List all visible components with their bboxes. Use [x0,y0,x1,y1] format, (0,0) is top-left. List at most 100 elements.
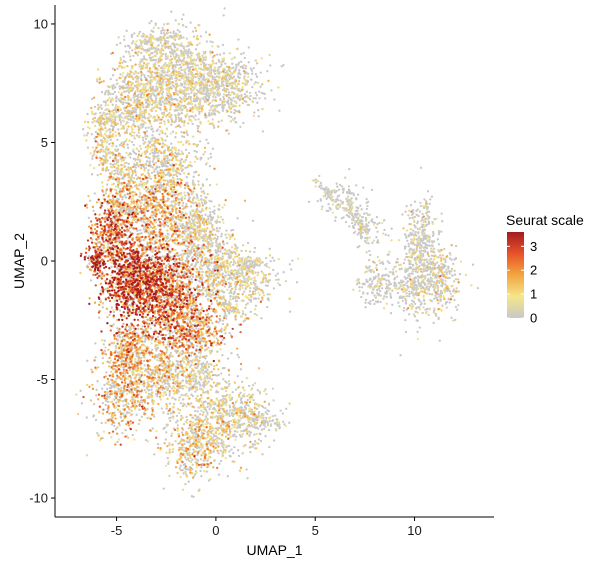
data-point [100,107,103,110]
data-point [101,306,104,309]
data-point [177,363,181,367]
data-point [196,459,200,462]
data-point [126,410,129,414]
data-point [265,256,268,260]
data-point [230,352,233,355]
data-point [141,325,144,328]
data-point [224,62,227,65]
data-point [167,171,170,174]
data-point [125,90,128,93]
data-point [140,74,143,77]
data-point [223,285,226,288]
data-point [223,87,226,90]
data-point [248,290,252,293]
data-point [267,298,270,302]
data-point [387,279,390,282]
data-point [295,281,299,284]
data-point [183,243,186,246]
data-point [112,385,115,388]
data-point [143,38,146,41]
data-point [124,45,127,48]
data-point [181,387,184,390]
data-point [226,357,230,360]
data-point [132,109,135,112]
data-point [124,50,128,53]
data-point [166,456,169,460]
data-point [237,454,241,458]
data-point [228,285,231,289]
data-point [375,215,379,219]
data-point [243,99,246,103]
data-point [220,63,223,66]
data-point [271,256,274,259]
data-point [259,85,262,88]
data-point [186,64,189,67]
data-point [96,380,99,383]
data-point [136,94,139,98]
data-point [244,67,247,70]
data-point [193,171,196,174]
data-point [180,414,183,418]
data-point [153,170,156,173]
data-point [148,56,152,59]
data-point [141,334,144,338]
data-point [187,248,190,251]
data-point [334,216,337,219]
data-point [198,381,201,384]
data-point [146,135,149,138]
data-point [180,111,183,115]
data-point [176,178,179,181]
data-point [252,66,255,70]
data-point [243,93,247,96]
data-point [150,19,153,23]
data-point [160,103,163,106]
data-point [362,212,366,215]
data-point [236,246,239,250]
data-point [164,74,168,77]
data-point [227,91,231,94]
data-point [178,30,181,33]
data-point [240,249,243,253]
data-point [195,327,198,330]
data-point [142,123,145,126]
data-point [285,407,288,410]
data-point [208,183,212,187]
data-point [171,450,174,454]
data-point [139,82,143,86]
data-point [224,332,227,335]
data-point [403,283,406,286]
data-point [230,115,233,119]
data-point [190,114,193,118]
data-point [177,114,180,117]
data-point [136,229,139,232]
data-point [111,127,115,130]
data-point [218,227,221,230]
data-point [187,66,190,69]
data-point [174,120,177,123]
data-point [246,398,249,402]
data-point [111,125,115,128]
data-point [226,99,230,103]
data-point [181,211,184,214]
data-point [119,121,123,124]
data-point [260,91,264,95]
data-point [146,180,149,183]
data-point [262,92,266,95]
data-point [119,187,122,191]
data-point [187,92,190,95]
data-point [89,279,93,282]
data-point [249,310,252,314]
data-point [258,90,261,93]
data-point [102,100,106,103]
data-point [200,201,204,204]
data-point [161,90,165,94]
data-point [248,430,251,433]
data-point [127,91,131,94]
data-point [197,351,201,354]
data-point [188,115,191,118]
data-point [174,97,178,101]
data-point [222,105,225,108]
data-point [134,174,138,177]
data-point [172,85,176,88]
data-point [245,100,248,103]
